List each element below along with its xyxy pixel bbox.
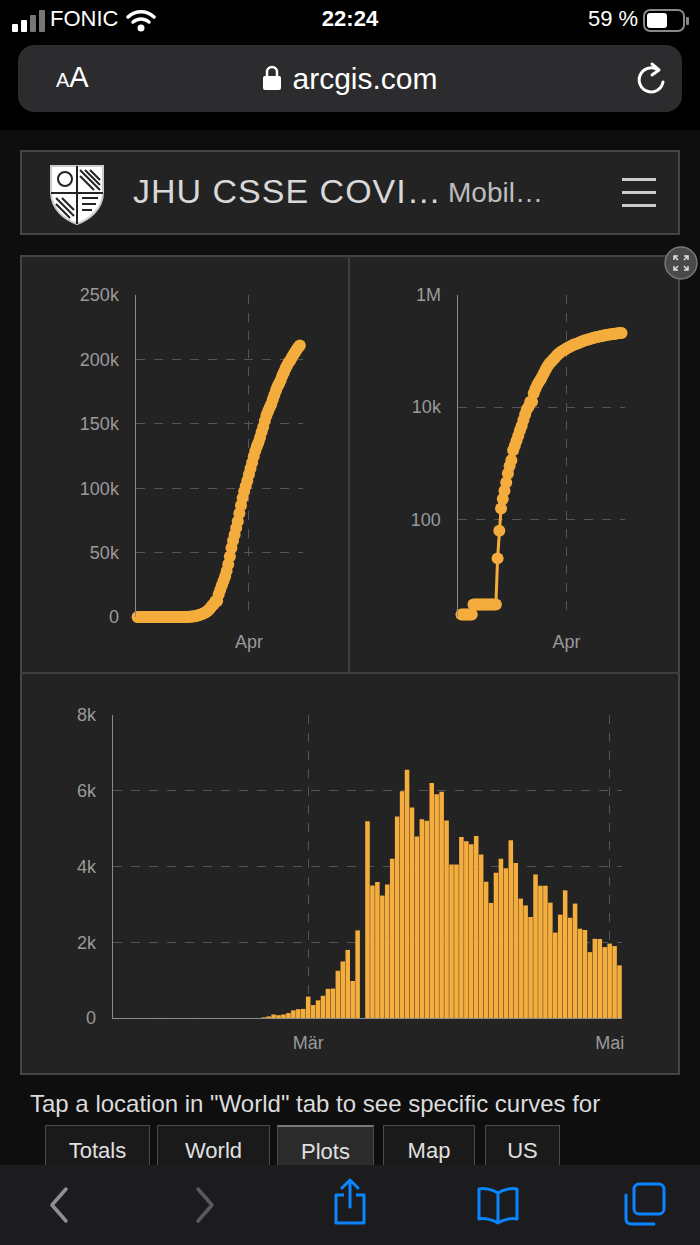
svg-text:2k: 2k [77, 933, 97, 953]
svg-text:100: 100 [411, 510, 441, 530]
svg-text:0: 0 [109, 607, 119, 627]
html-text:Totals: Totals [68, 1138, 127, 1163]
svg-text:100k: 100k [80, 479, 120, 499]
html-text:Plots: Plots [301, 1139, 350, 1164]
svg-text:250k: 250k [80, 285, 120, 305]
svg-text:4k: 4k [77, 857, 97, 877]
html-text:US: US [507, 1138, 538, 1163]
html-text:World: World [185, 1138, 242, 1163]
svg-text:Mär: Mär [293, 1033, 324, 1053]
svg-text:1M: 1M [416, 285, 441, 305]
html-text:Map: Map [407, 1138, 451, 1163]
html-text:AA: AA [56, 61, 89, 93]
html-text:arcgis.com: arcgis.com [292, 62, 438, 95]
html-text:22:24: 22:24 [321, 6, 379, 31]
html-text:JHU CSSE COVI… Mobil…: JHU CSSE COVI… Mobil… [133, 172, 543, 210]
html-text:59 %: 59 % [588, 6, 639, 31]
svg-text:200k: 200k [80, 350, 120, 370]
svg-text:0: 0 [86, 1008, 96, 1028]
svg-text:8k: 8k [77, 705, 97, 725]
svg-text:10k: 10k [412, 397, 442, 417]
html-text:FONIC: FONIC [50, 6, 119, 31]
svg-text:6k: 6k [77, 781, 97, 801]
svg-text:Apr: Apr [235, 632, 263, 652]
svg-text:Apr: Apr [552, 632, 580, 652]
html-text:Tap a location in "World" tab: Tap a location in "World" tab to see spe… [30, 1090, 601, 1117]
svg-text:Mai: Mai [595, 1033, 624, 1053]
svg-text:50k: 50k [90, 543, 120, 563]
svg-text:150k: 150k [80, 414, 120, 434]
